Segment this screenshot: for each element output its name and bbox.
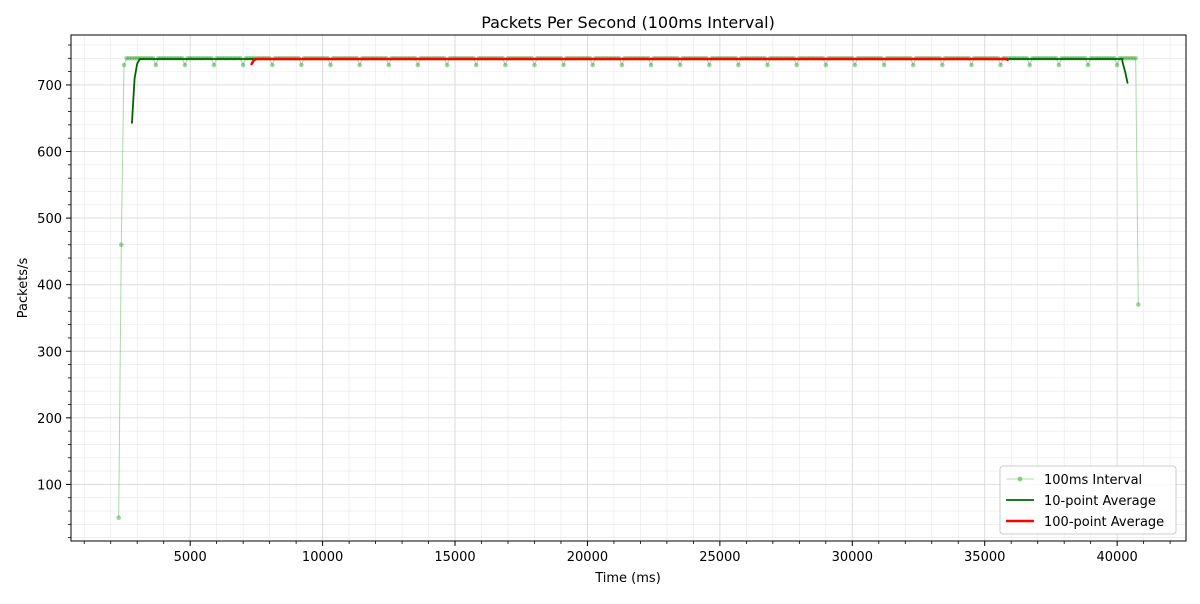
x-tick-label: 25000 [699,550,740,565]
series-10-point-average-line [131,58,1129,124]
series-100ms-interval-point [881,62,887,68]
series-100ms-interval-point [415,62,421,68]
series-100ms-interval-point [1027,62,1032,68]
series-100ms-interval-point [211,62,217,68]
series-100ms-interval-point [1085,62,1091,68]
series-100ms-interval-point [823,62,829,68]
series-100-point-average-line [250,57,1010,66]
legend-label-100-point-average: 100-point Average [1044,515,1164,530]
series-100ms-interval-point [153,62,159,68]
x-tick-label: 30000 [832,550,873,565]
series-100ms-interval-point [998,62,1003,68]
x-tick-label: 10000 [302,550,343,565]
y-axis-label: Packets/s [16,258,31,319]
series-100ms-interval-point [134,56,140,61]
series-100ms-interval-point [677,62,683,68]
legend: 100ms Interval 10-point Average 100-poin… [999,465,1177,535]
series-100ms-interval-point [119,242,124,247]
series-100ms-interval-point [124,56,129,61]
series-layer [116,56,1141,520]
series-100ms-interval-point [969,62,974,68]
x-tick-label: 15000 [434,550,475,565]
series-100ms-interval-point [127,56,132,61]
series-100ms-interval-point [736,62,741,68]
y-tick-label: 100 [37,478,62,493]
series-100ms-interval-point [1056,62,1062,68]
y-tick-label: 400 [37,279,62,294]
x-tick-label: 40000 [1096,550,1137,565]
series-100ms-interval-point [473,62,479,68]
x-tick-label: 20000 [567,550,608,565]
axis-ticks: 5000 10000 15000 20000 25000 30000 35000 40000 1… [37,44,1171,565]
legend-marker-100ms-interval [1017,476,1023,482]
plot-frame [70,34,1187,542]
y-tick-label: 300 [37,345,62,360]
series-100ms-interval-point [1128,56,1133,61]
series-100ms-interval-point [357,62,363,68]
series-100ms-interval-point [299,62,304,68]
series-100ms-interval-point [240,62,246,68]
legend-label-100ms-interval: 100ms Interval [1044,473,1142,488]
series-100ms-interval-point [561,62,566,68]
series-100ms-interval-point [940,62,945,68]
series-100ms-interval-point [1130,56,1136,61]
y-tick-label: 500 [37,212,62,227]
series-100ms-interval-point [1122,56,1128,61]
series-100ms-interval-point [270,62,275,68]
series-100ms-interval-point [1114,62,1120,68]
x-tick-label: 35000 [964,550,1005,565]
series-100ms-interval-point [590,62,595,68]
series-100ms-interval-line [118,57,1139,518]
series-100ms-interval-point [116,515,121,520]
series-100ms-interval-point [182,62,188,68]
series-100ms-interval-point [852,62,858,68]
y-tick-label: 700 [37,79,62,94]
series-100ms-interval-point [619,62,625,68]
series-100ms-interval-point [1125,56,1130,61]
series-100ms-interval-point [765,62,770,68]
x-tick-label: 5000 [174,550,207,565]
series-100ms-interval-point [386,62,392,68]
series-100ms-interval-point [121,62,127,68]
series-100ms-interval-point [444,62,450,68]
series-100ms-interval-point [532,62,537,68]
chart-title: Packets Per Second (100ms Interval) [481,13,775,32]
series-100ms-interval-point [707,62,712,68]
legend-box [999,465,1177,535]
series-100ms-interval-point [328,62,333,68]
y-tick-label: 600 [37,146,62,161]
legend-label-10-point-average: 10-point Average [1044,494,1156,509]
y-tick-label: 200 [37,412,62,427]
series-100ms-interval-point [503,62,508,68]
series-100ms-interval-point [1136,302,1141,307]
series-100ms-interval-point [132,56,137,61]
series-100ms-interval-point [1133,56,1138,61]
series-100ms-interval-point [129,56,135,61]
series-100ms-interval-point [910,62,916,68]
series-100ms-interval-point [648,62,654,68]
x-axis-label: Time (ms) [594,571,661,586]
grid [71,35,1186,541]
series-100ms-interval-point [794,62,799,68]
